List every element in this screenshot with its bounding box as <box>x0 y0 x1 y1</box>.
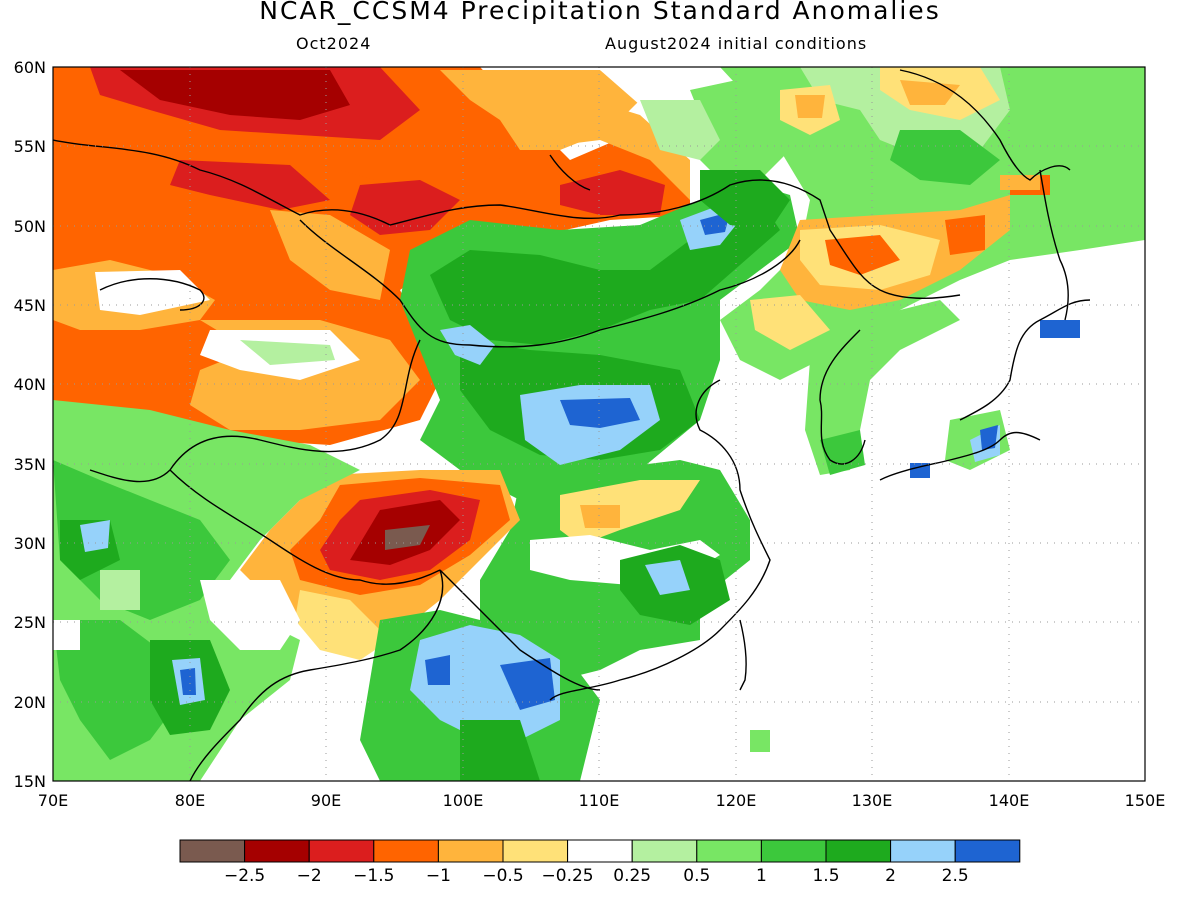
map-title: NCAR_CCSM4 Precipitation Standard Anomal… <box>259 0 941 25</box>
colorbar-tick-label: −1 <box>426 866 451 886</box>
lat-label: 25N <box>14 613 46 632</box>
colorbar-swatch <box>502 839 569 863</box>
lon-label: 130E <box>852 791 893 810</box>
lat-label: 30N <box>14 534 46 553</box>
grid-lines <box>53 67 1145 781</box>
initial-conditions-label: August2024 initial conditions <box>605 34 868 53</box>
colorbar-swatch <box>954 839 1021 863</box>
colorbar-swatch <box>825 839 892 863</box>
colorbar-tick-label: −0.5 <box>482 866 523 886</box>
lat-label: 20N <box>14 693 46 712</box>
colorbar-tick-label: 0.5 <box>683 866 710 886</box>
colorbar-tick-label: −0.25 <box>542 866 594 886</box>
colorbar-swatch <box>567 839 633 863</box>
colorbar-swatch <box>631 839 698 863</box>
colorbar-legend: −2.5 −2 −1.5 −1 −0.5 −0.25 0.25 0.5 1 1.5 2 2.5 <box>179 839 1021 886</box>
colorbar-swatch <box>696 839 762 863</box>
colorbar-tick-label: 1 <box>756 866 767 886</box>
lat-label: 35N <box>14 455 46 474</box>
longitude-axis: 70E 80E 90E 100E 110E 120E 130E 140E 150… <box>38 791 1166 810</box>
colorbar-tick-label: 1.5 <box>812 866 839 886</box>
colorbar-tick-label: 0.25 <box>613 866 651 886</box>
colorbar-tick-label: −2.5 <box>224 866 265 886</box>
colorbar-swatch <box>244 839 310 863</box>
anomaly-field <box>53 67 1145 781</box>
lon-label: 120E <box>716 791 757 810</box>
lat-label: 15N <box>14 772 46 791</box>
lon-label: 110E <box>579 791 620 810</box>
colorbar-tick-label: 2.5 <box>942 866 969 886</box>
lon-label: 70E <box>38 791 68 810</box>
colorbar-swatch <box>890 839 956 863</box>
colorbar-swatch <box>760 839 827 863</box>
colorbar-swatch <box>437 839 504 863</box>
forecast-month: Oct2024 <box>296 34 372 53</box>
lat-label: 50N <box>14 217 46 236</box>
lon-label: 80E <box>175 791 205 810</box>
lat-label: 45N <box>14 296 46 315</box>
lat-label: 40N <box>14 375 46 394</box>
map-frame <box>52 66 1146 782</box>
lon-label: 150E <box>1125 791 1166 810</box>
lat-label: 60N <box>14 58 46 77</box>
colorbar-tick-label: −1.5 <box>353 866 394 886</box>
colorbar-swatch <box>308 839 375 863</box>
lat-label: 55N <box>14 137 46 156</box>
colorbar-tick-label: 2 <box>885 866 896 886</box>
colorbar-swatch <box>179 839 246 863</box>
colorbar-swatch <box>373 839 439 863</box>
latitude-axis: 60N 55N 50N 45N 40N 35N 30N 25N 20N 15N <box>14 58 46 791</box>
lon-label: 90E <box>311 791 341 810</box>
lon-label: 100E <box>443 791 484 810</box>
coastline-overlay <box>53 69 1091 781</box>
colorbar-tick-label: −2 <box>297 866 322 886</box>
lon-label: 140E <box>989 791 1030 810</box>
